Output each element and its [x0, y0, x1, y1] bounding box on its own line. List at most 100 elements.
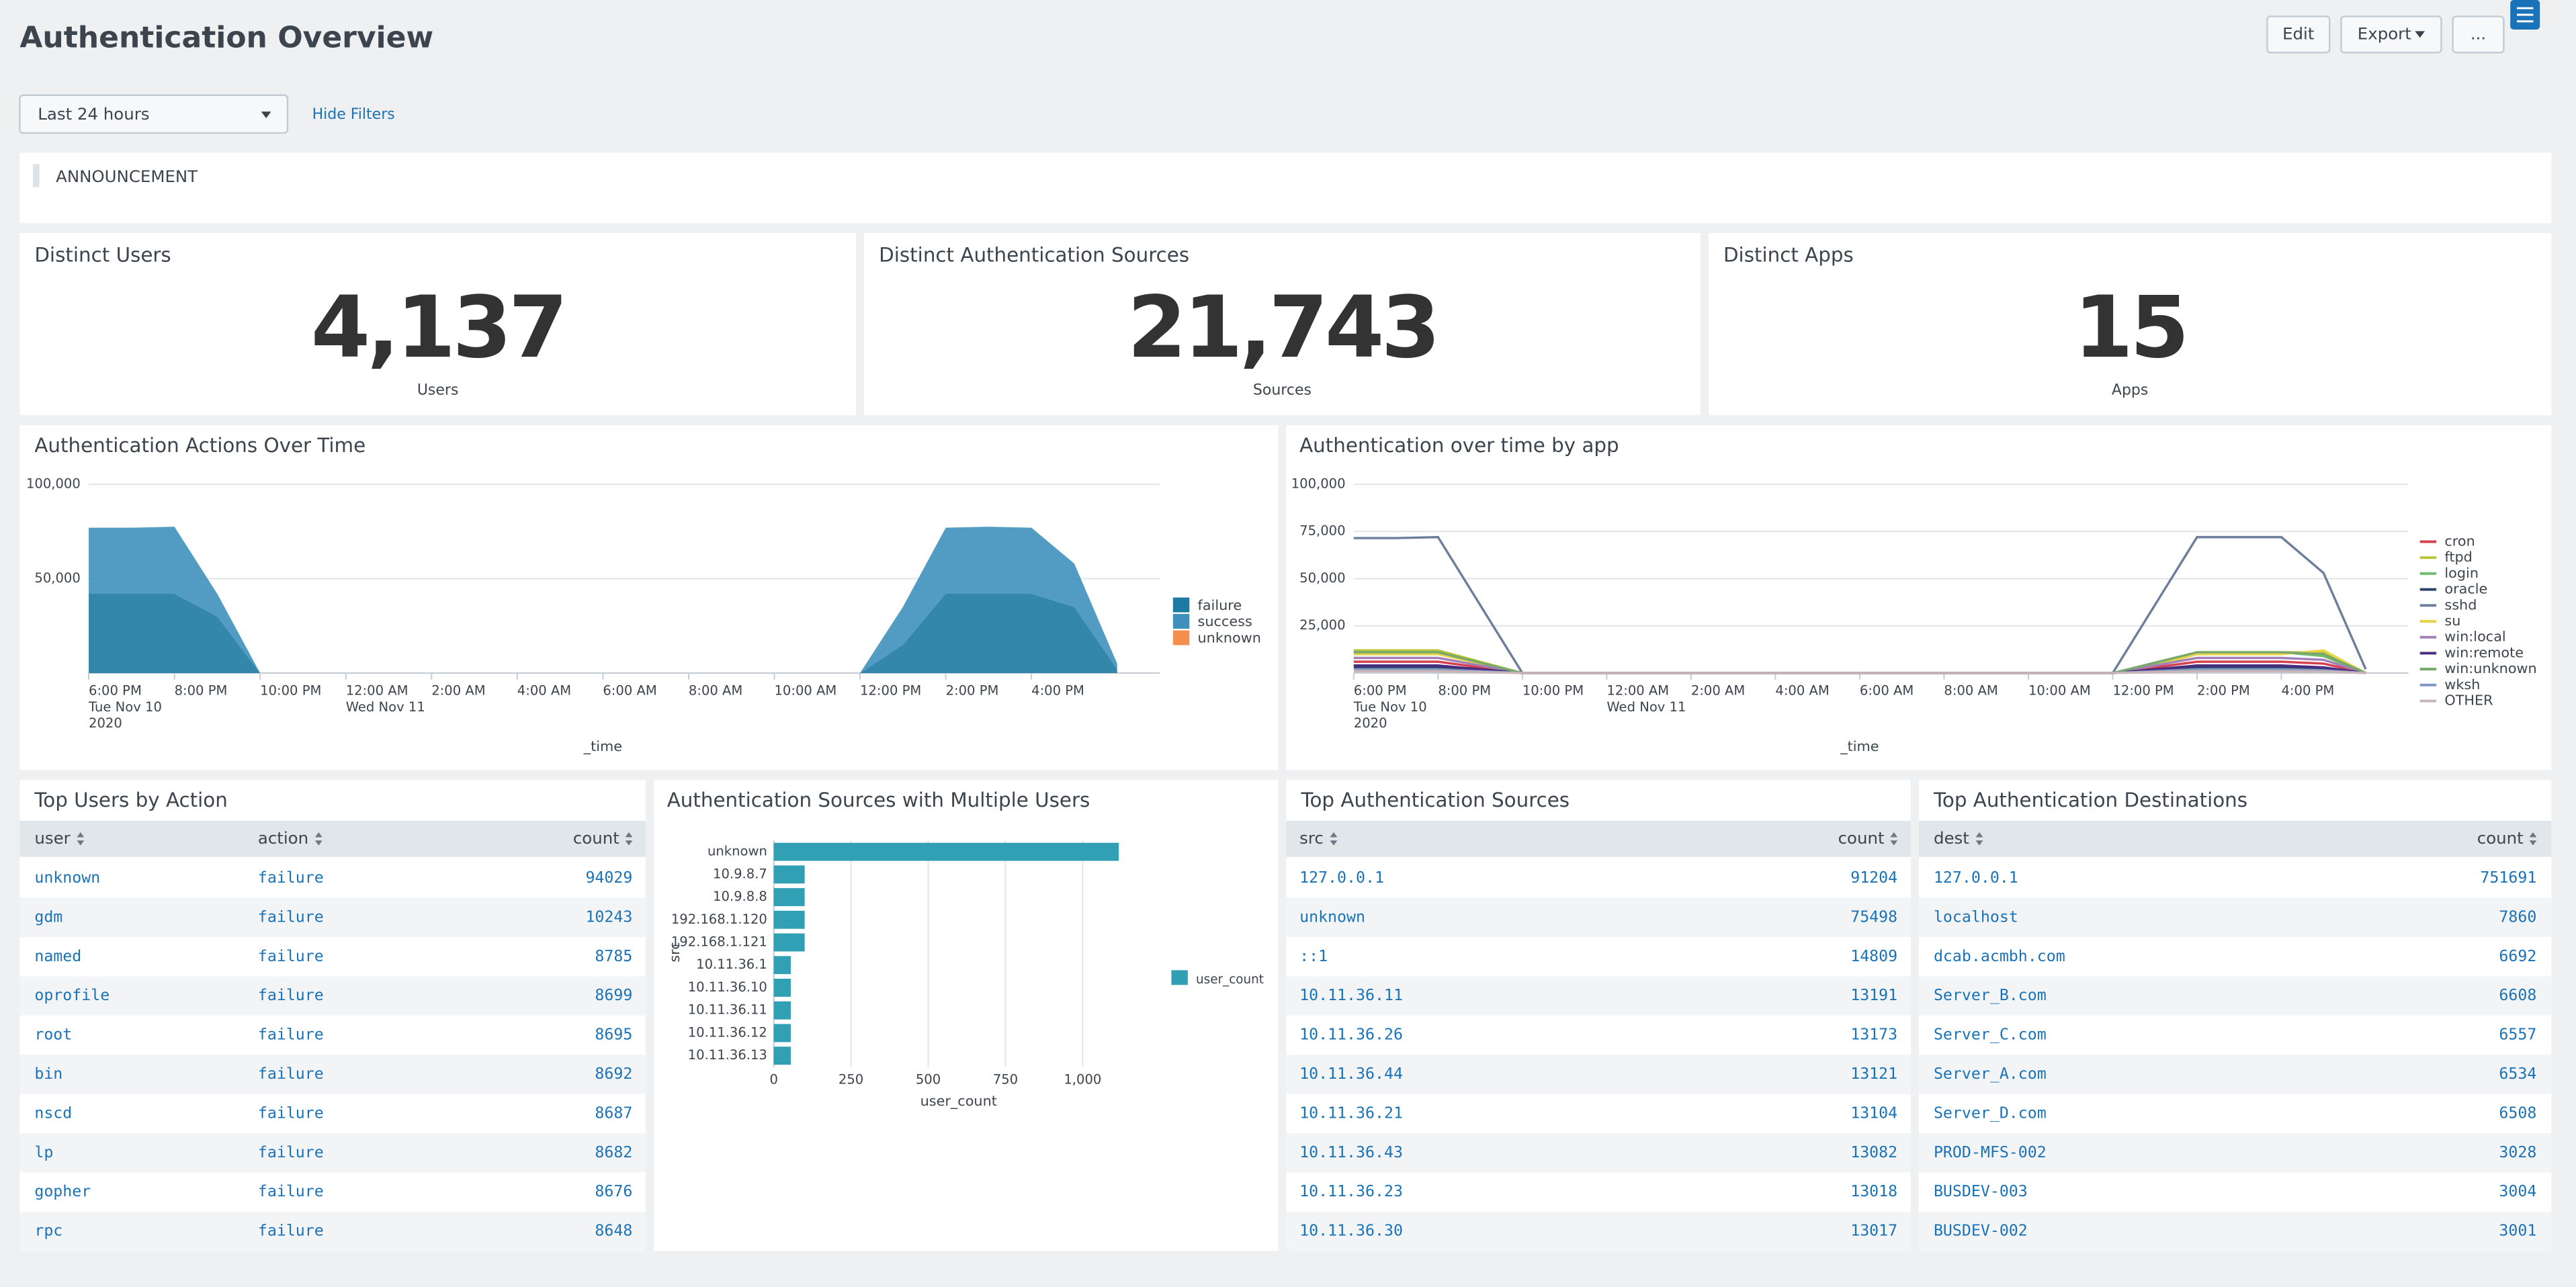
table-cell[interactable]: gopher — [34, 1182, 91, 1200]
table-cell[interactable]: 3001 — [2499, 1222, 2536, 1240]
sort-icon[interactable] — [1330, 832, 1338, 846]
table-cell[interactable]: 13018 — [1850, 1182, 1897, 1200]
table-row — [1918, 858, 2552, 898]
table-cell[interactable]: 10.11.36.44 — [1299, 1065, 1403, 1083]
table-cell[interactable]: 13173 — [1850, 1026, 1897, 1044]
table-cell[interactable]: BUSDEV-003 — [1934, 1182, 2028, 1200]
table-cell[interactable]: failure — [258, 1065, 324, 1083]
table-cell[interactable]: 14809 — [1850, 947, 1897, 965]
table-cell[interactable]: 7860 — [2499, 907, 2536, 926]
table-cell[interactable]: unknown — [34, 869, 100, 887]
button[interactable] — [2452, 15, 2505, 54]
column-header[interactable]: dest — [1934, 828, 1969, 848]
table-cell[interactable]: lp — [34, 1143, 53, 1161]
table-cell[interactable]: BUSDEV-002 — [1934, 1222, 2028, 1240]
column-header[interactable]: action — [258, 828, 308, 848]
table-cell[interactable]: 127.0.0.1 — [1299, 869, 1384, 887]
table-cell[interactable]: Server_A.com — [1934, 1065, 2047, 1083]
table-cell[interactable]: 13017 — [1850, 1222, 1897, 1240]
table-cell[interactable]: 13104 — [1850, 1104, 1897, 1122]
button[interactable] — [2340, 15, 2442, 54]
table-cell[interactable]: PROD-MFS-002 — [1934, 1143, 2047, 1161]
sort-icon[interactable] — [2529, 832, 2537, 846]
table-cell[interactable]: 3004 — [2499, 1182, 2536, 1200]
table-cell[interactable]: 94029 — [585, 869, 632, 887]
button[interactable] — [2266, 15, 2331, 54]
table-cell[interactable]: 91204 — [1850, 869, 1897, 887]
table-cell[interactable]: 751691 — [2480, 869, 2536, 887]
table-cell[interactable]: Server_D.com — [1934, 1104, 2047, 1122]
hide-filters[interactable]: Hide Filters — [312, 106, 395, 123]
column-header[interactable]: count — [2477, 828, 2524, 848]
table-cell[interactable]: nscd — [34, 1104, 72, 1122]
table-cell[interactable]: 8682 — [595, 1143, 632, 1161]
legend-label: win:local — [2444, 629, 2505, 645]
sort-icon[interactable] — [1975, 832, 1983, 846]
table-cell[interactable]: failure — [258, 1182, 324, 1200]
table-cell[interactable]: 75498 — [1850, 907, 1897, 926]
table-cell[interactable]: failure — [258, 907, 324, 926]
table-cell[interactable]: failure — [258, 1104, 324, 1122]
table-cell[interactable]: 6608 — [2499, 986, 2536, 1004]
table-cell[interactable]: root — [34, 1026, 72, 1044]
button-label[interactable]: ... — [2471, 24, 2486, 43]
table-cell[interactable]: 8692 — [595, 1065, 632, 1083]
table-cell[interactable]: 10.11.36.30 — [1299, 1222, 1403, 1240]
table-cell[interactable]: 8648 — [595, 1222, 632, 1240]
column-header[interactable]: count — [573, 828, 619, 848]
sort-icon[interactable] — [314, 832, 323, 846]
x-tick-label: 6:00 PM — [89, 682, 142, 698]
table-cell[interactable]: localhost — [1934, 907, 2018, 926]
time-picker-label[interactable]: Last 24 hours — [38, 104, 149, 124]
time-picker[interactable] — [19, 94, 289, 134]
table-cell[interactable]: named — [34, 947, 81, 965]
table-cell[interactable]: 13121 — [1850, 1065, 1897, 1083]
table-cell[interactable]: gdm — [34, 907, 62, 926]
table-cell[interactable]: failure — [258, 947, 324, 965]
table-cell[interactable]: 6508 — [2499, 1104, 2536, 1122]
table-cell[interactable]: 127.0.0.1 — [1934, 869, 2018, 887]
table-cell[interactable]: Server_B.com — [1934, 986, 2047, 1004]
sort-icon[interactable] — [1890, 832, 1898, 846]
table-cell[interactable]: 3028 — [2499, 1143, 2536, 1161]
table-cell[interactable]: 10.11.36.11 — [1299, 986, 1403, 1004]
table-cell[interactable]: 13191 — [1850, 986, 1897, 1004]
table-cell[interactable]: Server_C.com — [1934, 1026, 2047, 1044]
table-cell[interactable]: 10.11.36.23 — [1299, 1182, 1403, 1200]
table-cell[interactable]: 10243 — [585, 907, 632, 926]
sort-icon[interactable] — [77, 832, 85, 846]
table-cell[interactable]: 10.11.36.43 — [1299, 1143, 1403, 1161]
table-cell[interactable]: rpc — [34, 1222, 62, 1240]
table-cell[interactable]: 8695 — [595, 1026, 632, 1044]
button-label[interactable]: Export — [2358, 24, 2411, 43]
table-cell[interactable]: failure — [258, 1143, 324, 1161]
table-cell[interactable]: 8687 — [595, 1104, 632, 1122]
table-cell[interactable]: 6557 — [2499, 1026, 2536, 1044]
column-header[interactable]: user — [34, 828, 71, 848]
table-cell[interactable]: dcab.acmbh.com — [1934, 947, 2065, 965]
column-header[interactable]: src — [1299, 828, 1324, 848]
table-cell[interactable]: ::1 — [1299, 947, 1328, 965]
table-cell[interactable]: 8699 — [595, 986, 632, 1004]
table-cell[interactable]: 8676 — [595, 1182, 632, 1200]
kpi-value: 21,743 — [1127, 277, 1437, 377]
table-cell[interactable]: failure — [258, 1026, 324, 1044]
table-row — [1918, 1015, 2552, 1055]
button-label[interactable]: Edit — [2282, 24, 2314, 43]
table-cell[interactable]: 10.11.36.26 — [1299, 1026, 1403, 1044]
table-cell[interactable]: 10.11.36.21 — [1299, 1104, 1403, 1122]
table-cell[interactable]: failure — [258, 869, 324, 887]
table-cell[interactable]: unknown — [1299, 907, 1365, 926]
column-header[interactable]: count — [1838, 828, 1885, 848]
table-cell[interactable]: bin — [34, 1065, 62, 1083]
table-cell[interactable]: 6534 — [2499, 1065, 2536, 1083]
table-cell[interactable]: oprofile — [34, 986, 110, 1004]
y-tick-label: 10.11.36.11 — [688, 1002, 767, 1018]
table-cell[interactable]: 6692 — [2499, 947, 2536, 965]
sort-icon[interactable] — [625, 832, 633, 846]
table-cell[interactable]: 8785 — [595, 947, 632, 965]
x-tick-date: 2020 — [89, 715, 122, 731]
table-cell[interactable]: failure — [258, 1222, 324, 1240]
table-cell[interactable]: 13082 — [1850, 1143, 1897, 1161]
table-cell[interactable]: failure — [258, 986, 324, 1004]
